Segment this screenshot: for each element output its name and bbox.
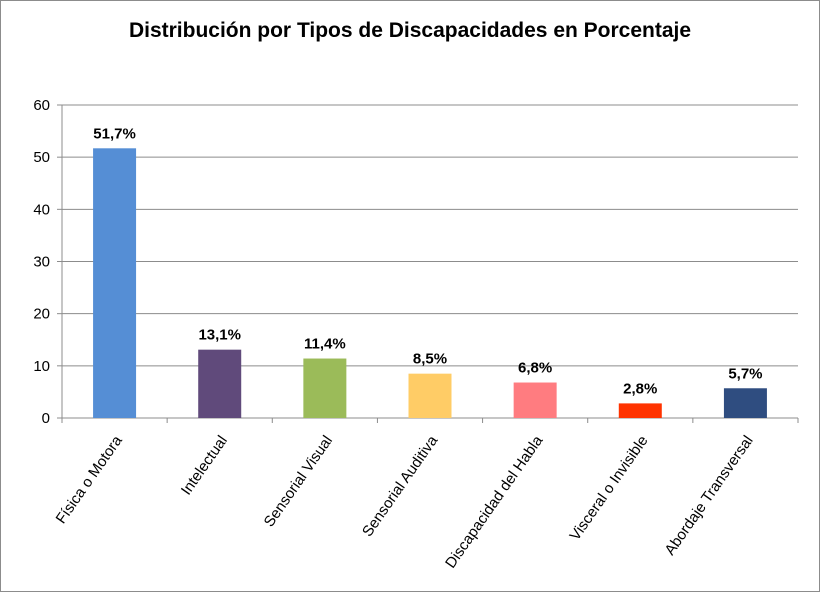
bar [618,403,662,418]
y-tick-label: 40 [33,201,50,218]
category-label: Sensorial Auditiva [359,432,442,540]
category-label: Visceral o Invisible [567,433,652,544]
bar [513,382,557,418]
category-labels: Física o Motora Intelectual Sensorial Visu… [53,432,757,571]
category-label: Discapacidad del Habla [442,432,547,571]
bar [93,148,137,418]
y-tick-label: 10 [33,358,50,375]
y-tick-labels: 0 10 20 30 40 50 60 [33,97,50,427]
chart-title: Distribución por Tipos de Discapacidades… [128,19,692,42]
bar [408,373,452,418]
y-tick-label: 0 [42,410,50,427]
category-label: Física o Motora [53,432,127,527]
data-label: 6,8% [518,360,552,377]
data-label: 51,7% [93,125,136,142]
data-label: 2,8% [623,380,657,397]
data-label: 5,7% [728,365,762,382]
data-labels: 51,7% 13,1% 11,4% 8,5% 6,8% 2,8% 5,7% [93,125,762,397]
category-label: Intelectual [178,433,231,499]
bar [723,388,767,418]
gridlines [62,104,798,367]
y-tick-label: 30 [33,254,50,271]
y-tick-label: 20 [33,306,50,323]
bar [303,358,347,418]
y-tick-label: 50 [33,149,50,166]
data-label: 8,5% [413,351,447,368]
y-tick-label: 60 [33,97,50,114]
data-label: 13,1% [198,327,241,344]
category-label: Abordaje Transversal [661,433,756,559]
category-label: Sensorial Visual [261,433,336,531]
bars [93,148,767,418]
bar [198,349,242,418]
data-label: 11,4% [304,336,346,353]
